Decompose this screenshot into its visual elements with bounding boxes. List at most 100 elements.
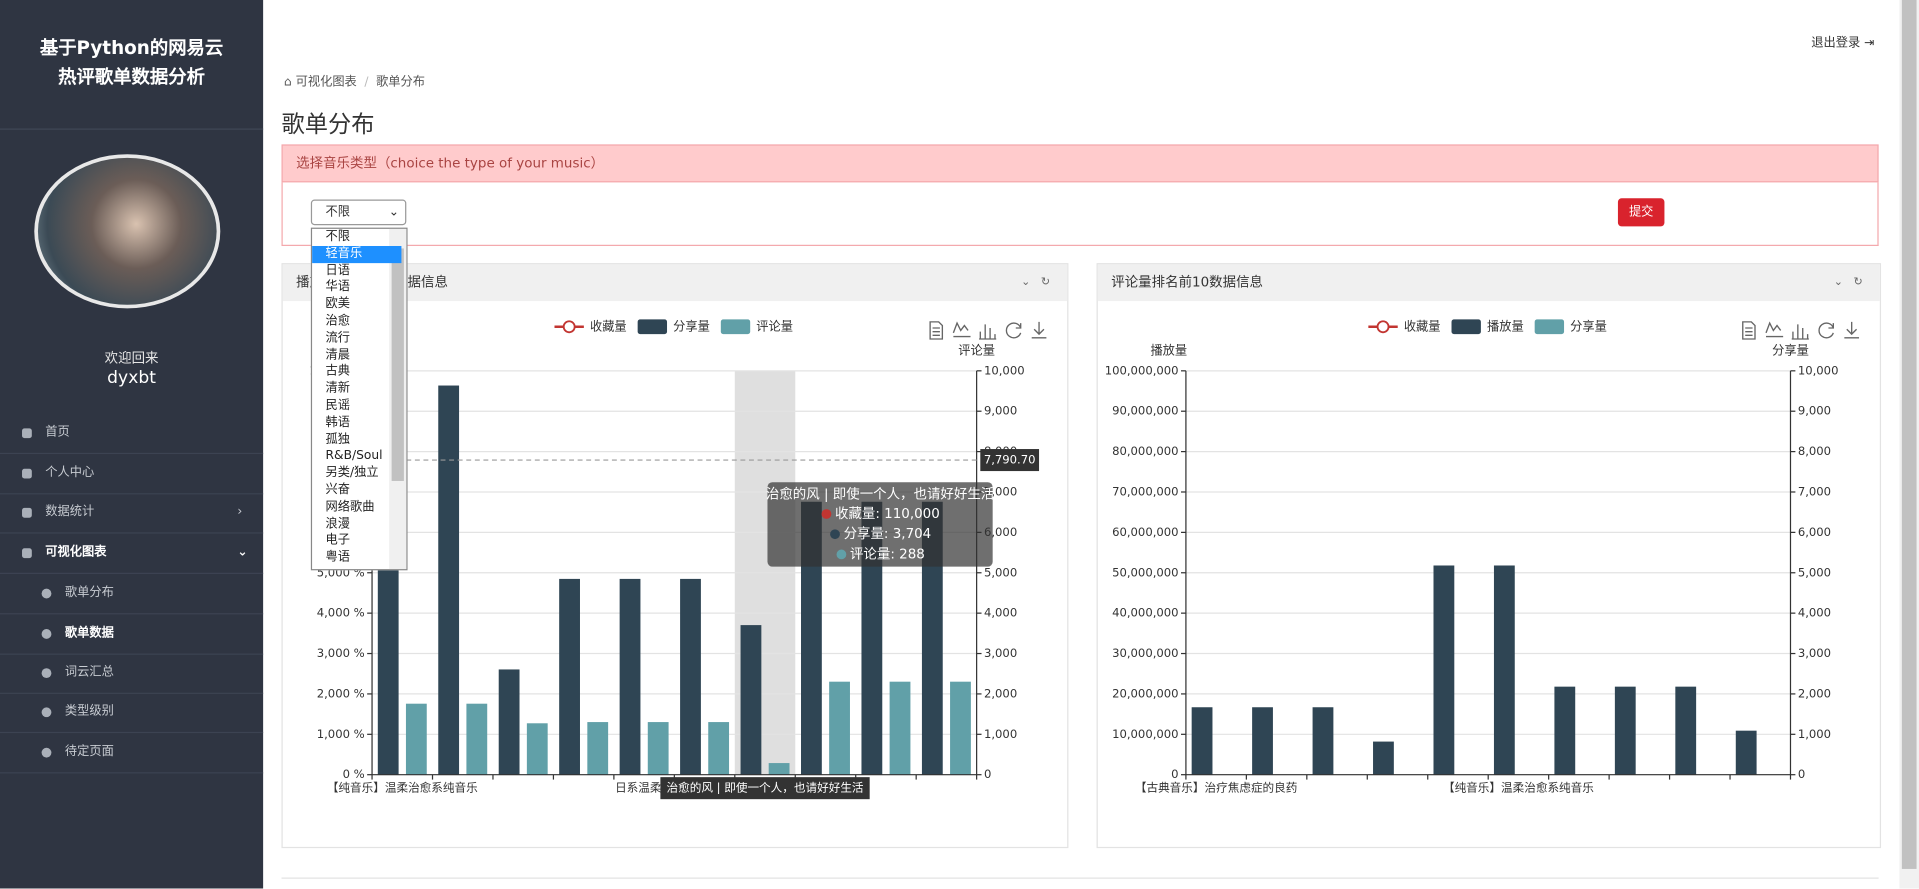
dropdown-option[interactable]: 清晨 — [325, 348, 351, 362]
bar — [829, 681, 850, 775]
legend-item: 评论量 — [720, 319, 793, 335]
chart: 0 %1,000 %2,000 %3,000 %4,000 %5,000 %6,… — [309, 318, 1047, 800]
toolbox-icon[interactable] — [1791, 324, 1809, 340]
toolbox-icon[interactable] — [1844, 321, 1860, 339]
menu-text: 数据统计 — [45, 505, 95, 519]
legend-label: 分享量 — [673, 318, 710, 333]
bar — [1554, 686, 1576, 775]
submenu-item[interactable]: 待定页面 — [0, 733, 264, 774]
y2-tick-label: 3,000 — [984, 646, 1017, 660]
y-tick-label: 100,000,000 — [1105, 363, 1179, 377]
toolbox-icon[interactable] — [929, 321, 944, 340]
menu-arrow: ⌄ — [237, 545, 248, 560]
toolbox-icon[interactable] — [1005, 322, 1022, 339]
dropdown-option[interactable]: 不限 — [325, 230, 351, 244]
dropdown-option[interactable]: 古典 — [325, 365, 351, 379]
menu-item[interactable]: 可视化图表 ⌄ — [0, 534, 264, 574]
y-tick-label: 80,000,000 — [1112, 444, 1178, 458]
toolbox-icon[interactable] — [1765, 321, 1784, 338]
menu-arrow: › — [237, 505, 243, 519]
toolbox-icon[interactable] — [1818, 322, 1835, 339]
bar — [526, 723, 548, 775]
menu-item[interactable]: 首页 — [0, 414, 264, 455]
dropdown-option[interactable]: 粤语 — [325, 550, 351, 565]
bar — [950, 681, 971, 775]
tooltip-title: 治愈的风 | 即使一个人，也请好好生活 — [766, 485, 994, 502]
dropdown-option[interactable]: 浪漫 — [325, 517, 351, 531]
y2-tick-label: 0 — [984, 767, 991, 781]
category-pointer-label: 治愈的风 | 即使一个人，也请好好生活 — [667, 781, 864, 795]
bar — [1675, 686, 1697, 775]
divider — [0, 128, 264, 130]
dropdown-option[interactable]: 流行 — [325, 331, 351, 345]
dropdown-option[interactable]: 兴奋 — [325, 483, 351, 497]
bar — [921, 501, 943, 775]
logout-link[interactable]: 退出登录 ⇥ — [1811, 36, 1875, 51]
tooltip-dot — [830, 529, 840, 540]
toolbox-icon[interactable] — [952, 321, 971, 338]
avatar — [34, 154, 221, 309]
legend-item: 收藏量 — [1368, 319, 1441, 333]
tooltip — [767, 482, 993, 567]
dropdown-option[interactable]: 欧美 — [325, 297, 351, 312]
submenu-item[interactable]: 词云汇总 — [0, 654, 264, 694]
tooltip-line: 收藏量: 110,000 — [835, 506, 940, 522]
legend-symbol — [637, 319, 668, 335]
submenu-item[interactable]: 歌单数据 — [0, 614, 264, 655]
dropdown-option[interactable]: 孤独 — [325, 432, 351, 447]
dropdown-option[interactable]: 网络歌曲 — [325, 500, 375, 514]
menu-item[interactable]: 数据统计 › — [0, 493, 264, 534]
dropdown-option[interactable]: 另类/独立 — [325, 466, 379, 480]
x-tick-label: 【纯音乐】温柔治愈系纯音乐 — [327, 781, 478, 795]
axis-pointer-label: 7,790.70 — [984, 453, 1036, 467]
dropdown-option[interactable]: 民谣 — [325, 398, 351, 413]
bar — [1614, 686, 1636, 775]
menu-item[interactable]: 个人中心 — [0, 454, 264, 495]
submit-button[interactable]: 提交 — [1617, 198, 1665, 227]
dropdown-option[interactable]: 清新 — [325, 382, 351, 396]
y-tick-label: 40,000,000 — [1112, 606, 1178, 620]
y-tick-label: 70,000,000 — [1112, 484, 1178, 498]
dropdown-option[interactable]: 治愈 — [325, 314, 351, 328]
dropdown-option[interactable]: 韩语 — [325, 415, 351, 430]
bar — [1312, 707, 1334, 775]
logout-text[interactable]: 退出登录 — [1811, 36, 1861, 51]
legend-label: 评论量 — [756, 319, 793, 333]
y2-tick-label: 3,000 — [1798, 646, 1831, 660]
y2-tick-label: 2,000 — [1798, 686, 1831, 700]
type-select[interactable]: 不限 ⌄ — [310, 199, 407, 226]
y2-tick-label: 2,000 — [984, 686, 1017, 700]
menu-text: 待定页面 — [64, 745, 114, 759]
y2-tick-label: 8,000 — [1798, 444, 1831, 458]
panel-header: 评论量排名前10数据信息 ⌄ ↻ — [1097, 264, 1880, 302]
bar — [466, 703, 488, 775]
breadcrumb-link[interactable]: 可视化图表 — [295, 75, 357, 90]
dropdown-option[interactable]: 华语 — [325, 280, 351, 295]
y-tick-label: 4,000 % — [317, 606, 365, 620]
toolbox-icon[interactable] — [1742, 321, 1756, 340]
x-tick-label: 【古典音乐】治疗焦虑症的良药 — [1135, 781, 1298, 795]
toolbox-icon[interactable] — [1031, 321, 1047, 339]
legend-symbol — [720, 319, 751, 335]
dropdown-thumb — [391, 248, 404, 481]
legend-label: 收藏量 — [590, 319, 627, 333]
dropdown-option[interactable]: R&B/Soul — [325, 449, 383, 464]
dropdown-option[interactable]: 电子 — [325, 534, 351, 548]
submenu-item[interactable]: 歌单分布 — [0, 574, 264, 615]
filter-form — [281, 182, 1879, 246]
bar — [1252, 707, 1273, 775]
legend-item: 播放量 — [1451, 318, 1524, 335]
legend-symbol — [1451, 319, 1481, 335]
bar — [1735, 730, 1757, 775]
y2-axis-title: 评论量 — [958, 344, 995, 358]
toolbox-icon[interactable] — [979, 324, 997, 340]
filter-label: 选择音乐类型（choice the type of your music） — [281, 144, 1879, 183]
bar — [438, 385, 460, 775]
legend-symbol — [562, 320, 576, 334]
submenu-item[interactable]: 类型级别 — [0, 693, 264, 734]
dropdown-option[interactable]: 轻音乐 — [312, 245, 402, 263]
y2-tick-label: 6,000 — [1798, 525, 1831, 539]
bar — [801, 501, 822, 775]
dropdown-option[interactable]: 日语 — [325, 263, 351, 278]
